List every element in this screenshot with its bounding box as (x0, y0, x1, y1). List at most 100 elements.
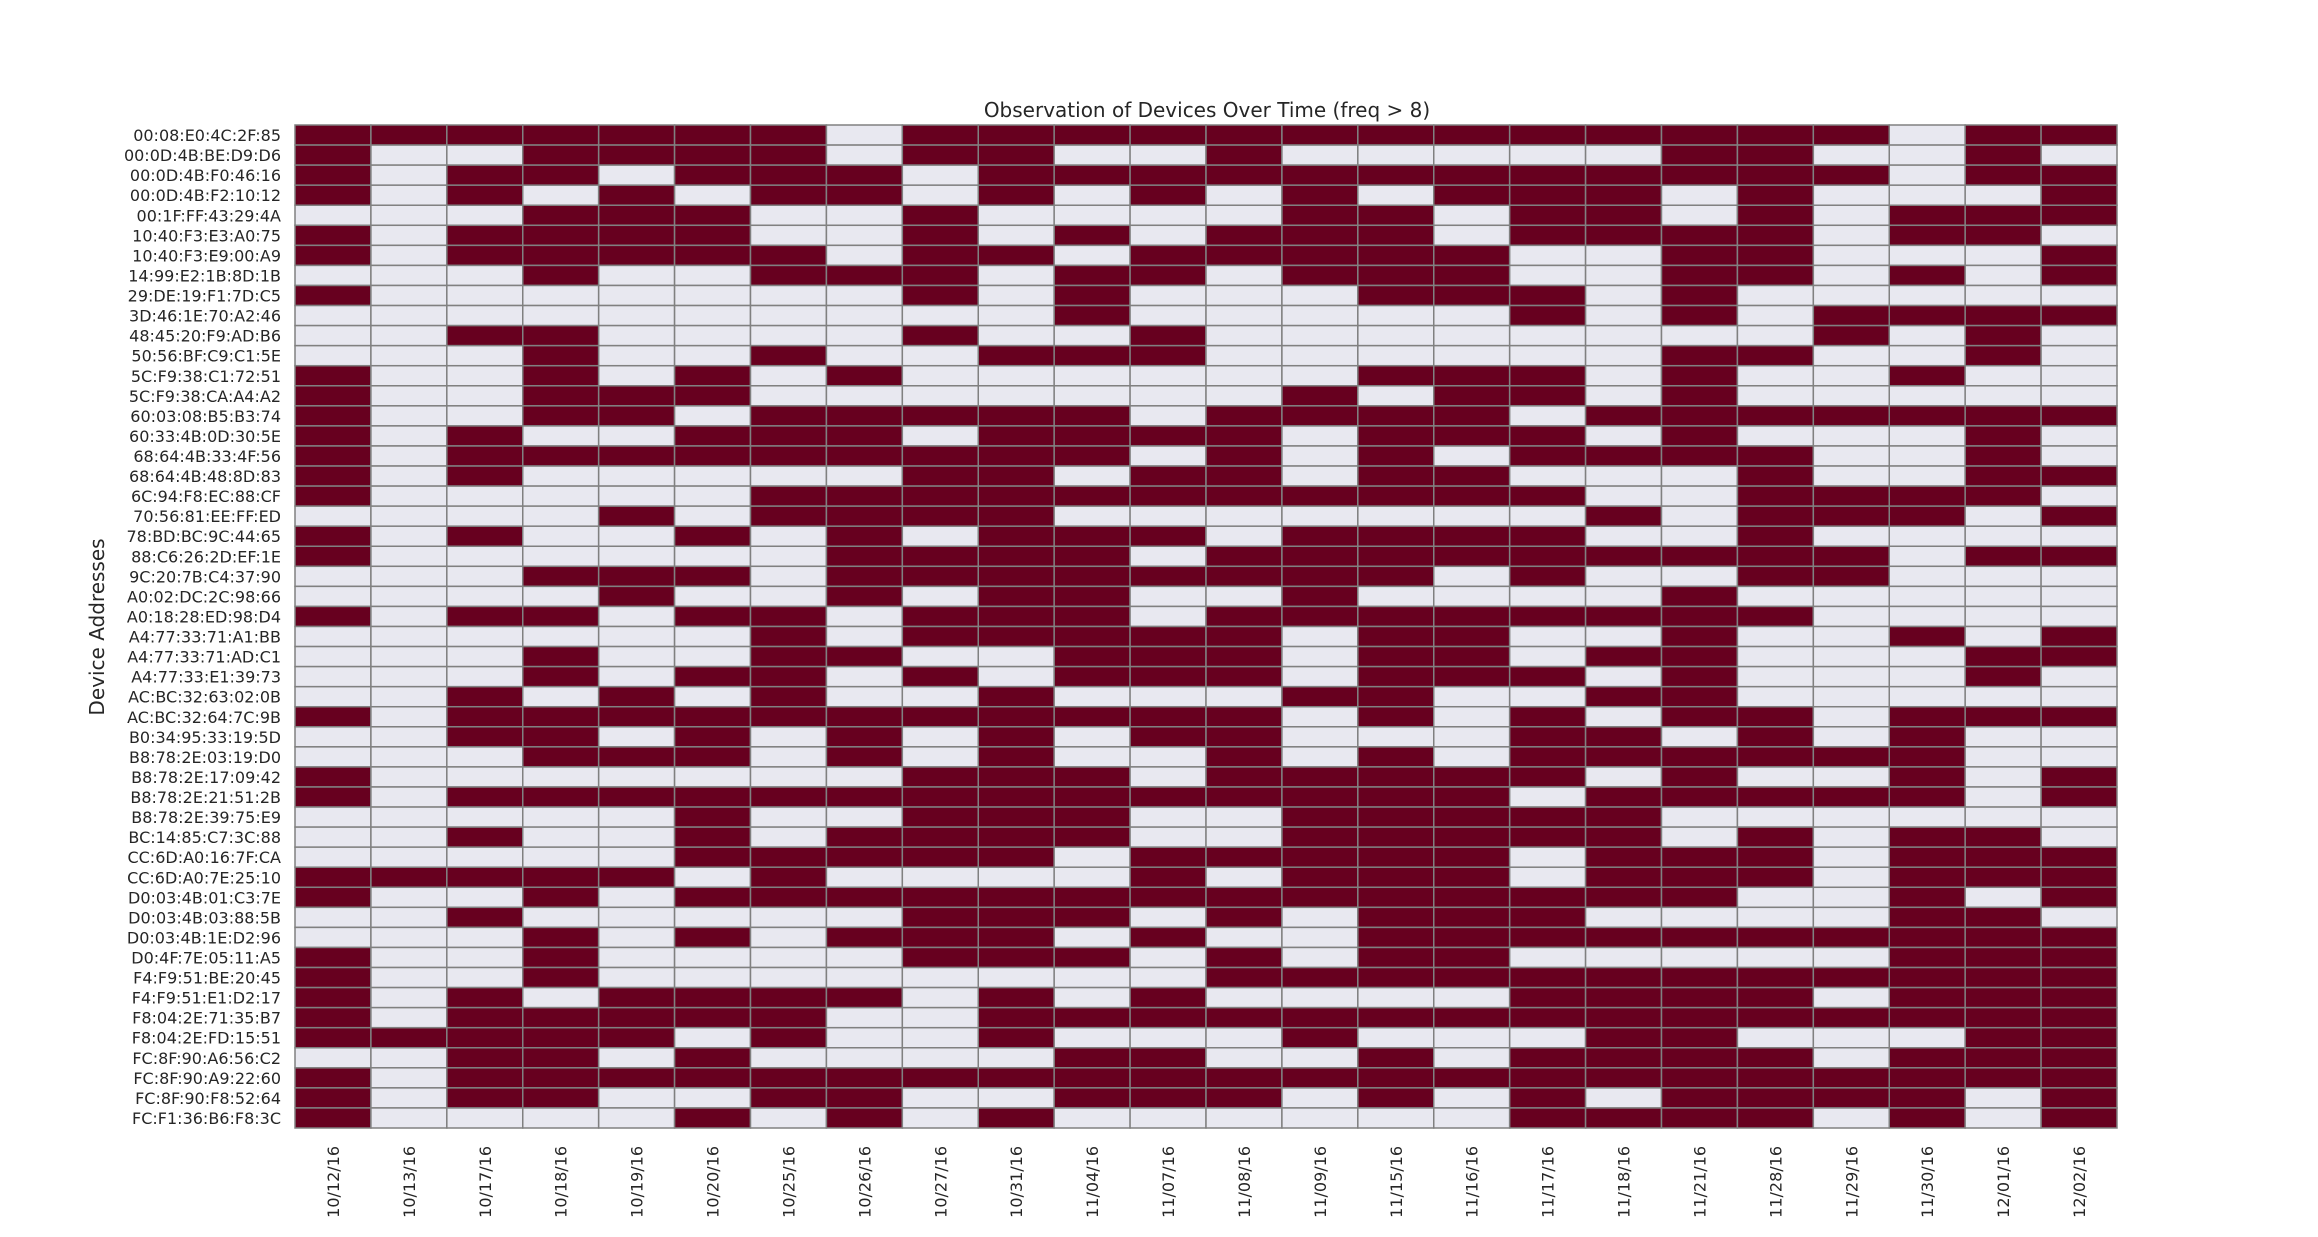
heatmap-cell (1129, 665, 1207, 688)
heatmap-cell (522, 625, 600, 648)
heatmap-cell (1736, 244, 1815, 267)
heatmap-cell (2040, 846, 2118, 868)
column-tick-label: 12/02/16 (2070, 1146, 2089, 1218)
heatmap-cell (1053, 665, 1131, 688)
heatmap-cell (1660, 224, 1739, 247)
heatmap-cell (1812, 525, 1890, 548)
heatmap-cell (1888, 1047, 1966, 1069)
heatmap-cell (673, 264, 752, 287)
heatmap-cell (749, 685, 828, 708)
heatmap-cell (2040, 525, 2118, 548)
heatmap-cell (522, 164, 600, 186)
heatmap-cell (825, 886, 904, 909)
heatmap-cell (901, 1006, 980, 1029)
heatmap-cell (1964, 625, 2042, 648)
heatmap-cell (1964, 304, 2042, 327)
heatmap-cell (1433, 224, 1511, 247)
heatmap-cell (1053, 1087, 1131, 1109)
heatmap-cell (1812, 485, 1890, 507)
heatmap-cell (1357, 946, 1435, 969)
heatmap-cell (1736, 946, 1815, 969)
heatmap-cell (1812, 966, 1890, 989)
heatmap-cell (1433, 144, 1511, 166)
heatmap-cell (370, 545, 448, 568)
heatmap-cell (825, 284, 904, 307)
heatmap-cell (1584, 405, 1663, 427)
heatmap-cell (901, 344, 980, 367)
heatmap-cell (1660, 966, 1739, 989)
heatmap-cell (1357, 726, 1435, 748)
heatmap-cell (673, 184, 752, 206)
heatmap-cell (1357, 565, 1435, 588)
heatmap-cell (370, 324, 448, 347)
heatmap-cell (597, 585, 676, 608)
heatmap-cell (1812, 224, 1890, 247)
heatmap-cell (2040, 364, 2118, 387)
heatmap-cell (522, 124, 600, 146)
heatmap-cell (1812, 665, 1890, 688)
heatmap-cell (370, 1026, 448, 1049)
heatmap-cell (1205, 324, 1283, 347)
heatmap-cell (1964, 565, 2042, 588)
heatmap-cell (1660, 585, 1739, 608)
heatmap-cell (1433, 986, 1511, 1009)
heatmap-cell (1281, 1026, 1359, 1049)
heatmap-cell (977, 705, 1055, 728)
heatmap-cell (749, 786, 828, 808)
heatmap-cell (446, 806, 524, 828)
heatmap-cell (825, 545, 904, 568)
heatmap-cell (1584, 144, 1663, 166)
heatmap-cell (901, 385, 980, 407)
heatmap-cell (1964, 886, 2042, 909)
heatmap-cell (1433, 806, 1511, 828)
heatmap-cell (901, 585, 980, 608)
heatmap-cell (446, 946, 524, 969)
heatmap-cell (1281, 585, 1359, 608)
heatmap-cell (673, 465, 752, 487)
row-tick-label: 00:08:E0:4C:2F:85 (133, 126, 281, 145)
heatmap-cell (1205, 1026, 1283, 1049)
heatmap-cell (825, 1026, 904, 1049)
heatmap-cell (2040, 826, 2118, 848)
heatmap-cell (1053, 445, 1131, 467)
heatmap-cell (1736, 485, 1815, 507)
heatmap-cell (1508, 364, 1587, 387)
heatmap-cell (1584, 545, 1663, 568)
heatmap-cell (749, 224, 828, 247)
heatmap-cell (522, 746, 600, 768)
heatmap-cell (749, 746, 828, 768)
heatmap-cell (977, 164, 1055, 186)
heatmap-cell (1433, 926, 1511, 949)
heatmap-cell (749, 364, 828, 387)
heatmap-cell (673, 525, 752, 548)
row-tick-label: BC:14:85:C7:3C:88 (128, 828, 281, 847)
heatmap-cell (1281, 465, 1359, 487)
heatmap-cell (673, 545, 752, 568)
heatmap-cell (901, 264, 980, 287)
heatmap-cell (1660, 244, 1739, 267)
heatmap-cell (1433, 746, 1511, 768)
heatmap-cell (1660, 425, 1739, 447)
heatmap-cell (1964, 385, 2042, 407)
heatmap-cell (1584, 605, 1663, 628)
heatmap-cell (673, 244, 752, 267)
heatmap-cell (1357, 886, 1435, 909)
heatmap-cell (597, 786, 676, 808)
heatmap-cell (1433, 264, 1511, 287)
heatmap-cell (1357, 485, 1435, 507)
heatmap-cell (1281, 685, 1359, 708)
heatmap-cell (825, 1047, 904, 1069)
heatmap-cell (1357, 585, 1435, 608)
heatmap-cell (522, 966, 600, 989)
heatmap-cell (1205, 224, 1283, 247)
row-tick-label: B0:34:95:33:19:5D (129, 728, 281, 747)
heatmap-cell (446, 264, 524, 287)
heatmap-cell (1281, 505, 1359, 527)
heatmap-cell (1281, 625, 1359, 648)
row-tick-label: B8:78:2E:17:09:42 (131, 768, 281, 787)
heatmap-cell (977, 405, 1055, 427)
heatmap-cell (1812, 986, 1890, 1009)
heatmap-cell (1660, 645, 1739, 668)
heatmap-cell (1888, 184, 1966, 206)
